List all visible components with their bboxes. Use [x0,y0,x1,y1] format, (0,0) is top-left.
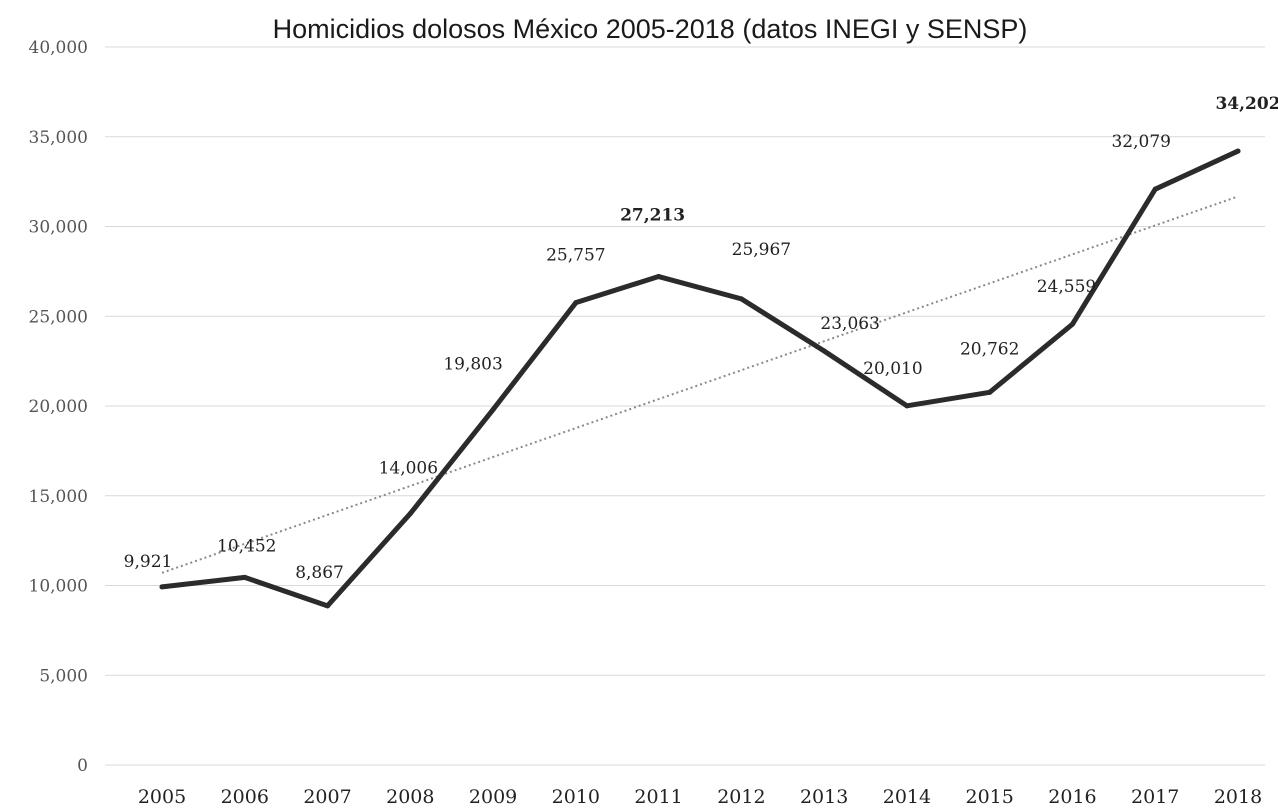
data-point [573,300,579,306]
x-tick-label: 2011 [634,786,682,808]
data-label: 20,010 [863,359,922,379]
y-tick-label: 20,000 [29,397,88,417]
data-point [1069,321,1075,327]
data-point [1152,186,1158,192]
x-tick-label: 2015 [966,786,1014,808]
data-point [1235,148,1241,154]
x-tick-label: 2010 [552,786,600,808]
y-tick-label: 10,000 [29,577,88,597]
x-tick-label: 2009 [469,786,517,808]
data-label: 27,213 [620,206,685,226]
x-tick-label: 2006 [221,786,269,808]
trendline [161,195,1239,574]
data-label: 8,867 [295,563,344,583]
x-tick-label: 2008 [386,786,434,808]
data-label: 14,006 [379,459,438,479]
y-axis-ticks: 0 5,000 10,000 15,000 20,000 25,000 30,000 35,0… [29,38,88,776]
x-tick-label: 2005 [138,786,186,808]
y-tick-label: 0 [77,756,88,776]
series-line [159,148,1241,609]
data-point [159,584,165,590]
data-point [821,348,827,354]
x-tick-label: 2016 [1048,786,1096,808]
chart-title: Homicidios dolosos México 2005-2018 (dat… [272,14,1028,44]
x-axis-ticks: 2005 2006 2007 2008 2009 2010 2011 2012 2013 2014… [138,786,1262,808]
data-point [987,389,993,395]
data-point [904,403,910,409]
data-label: 32,079 [1111,132,1170,152]
data-label: 10,452 [217,536,276,556]
x-tick-label: 2007 [303,786,351,808]
gridlines [105,46,1265,766]
data-point [738,296,744,302]
x-tick-label: 2014 [883,786,931,808]
y-tick-label: 15,000 [29,487,88,507]
data-point [242,574,248,580]
data-point [407,511,413,517]
data-label: 25,967 [732,240,791,260]
data-label: 19,803 [443,355,502,375]
series-layer [159,148,1241,609]
y-tick-label: 40,000 [29,38,88,58]
data-point [656,274,662,280]
x-tick-label: 2012 [717,786,765,808]
x-tick-label: 2017 [1131,786,1179,808]
data-label: 34,202 [1215,94,1278,114]
y-tick-label: 25,000 [29,307,88,327]
y-tick-label: 30,000 [29,218,88,238]
y-tick-label: 5,000 [39,666,88,686]
trendline-layer [161,195,1239,574]
data-labels: 9,921 10,452 8,867 14,006 19,803 25,757 27,213… [124,94,1278,583]
x-tick-label: 2013 [800,786,848,808]
y-tick-label: 35,000 [29,128,88,148]
data-label: 9,921 [124,552,173,572]
data-label: 25,757 [546,246,605,266]
data-point [325,603,331,609]
data-point [490,407,496,413]
data-label: 20,762 [960,339,1019,359]
data-label: 23,063 [820,314,879,334]
data-label: 24,559 [1037,277,1096,297]
x-tick-label: 2018 [1214,786,1262,808]
